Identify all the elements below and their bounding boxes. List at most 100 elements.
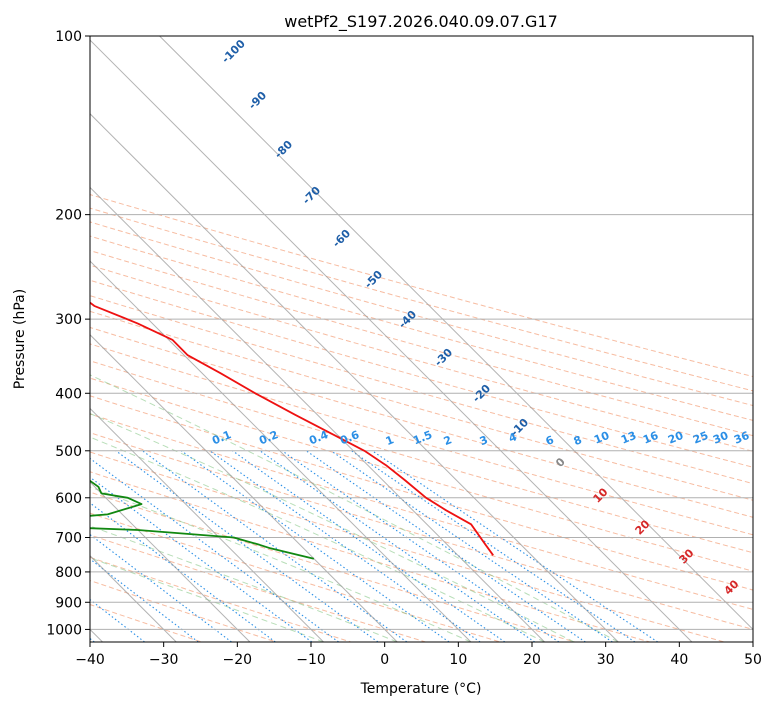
dry-adiabat-label: -80 xyxy=(272,138,295,161)
background-lines xyxy=(90,194,753,642)
isotherm xyxy=(90,39,693,642)
dry-adiabat-label: 30 xyxy=(677,546,697,566)
dry-adiabat xyxy=(90,326,753,518)
mixing-ratio-label: 25 xyxy=(691,429,710,447)
dry-adiabat xyxy=(90,250,753,437)
mixing-ratio-line xyxy=(181,450,450,642)
dry-adiabat xyxy=(90,207,753,392)
x-tick-label: 0 xyxy=(380,652,389,668)
y-tick-label: 400 xyxy=(55,386,82,402)
isotherm xyxy=(90,113,619,642)
y-tick-label: 900 xyxy=(55,595,82,611)
mixing-ratio-line xyxy=(209,450,481,642)
mixing-ratio-line xyxy=(90,457,339,642)
dewpoint-profile xyxy=(90,479,315,560)
dry-adiabat xyxy=(90,279,753,468)
mixing-ratio-label: 13 xyxy=(619,429,638,447)
dry-adiabat-label: 0 xyxy=(553,455,568,470)
mixing-ratio-label: 16 xyxy=(641,429,660,447)
moist-adiabat xyxy=(90,486,472,642)
isotherm xyxy=(159,36,753,631)
dry-adiabat xyxy=(90,491,576,642)
moist-adiabat xyxy=(90,557,324,642)
isotherm xyxy=(90,407,324,642)
dry-adiabat xyxy=(90,310,753,501)
x-axis: −40 −30 −20 −10 0 10 20 30 40 50 xyxy=(75,642,762,668)
moist-adiabat xyxy=(90,413,575,642)
dry-adiabat xyxy=(90,235,753,421)
dry-adiabat xyxy=(90,377,753,572)
mixing-ratio-line xyxy=(90,476,313,642)
dry-adiabat-label: 20 xyxy=(633,517,653,537)
mixing-ratio-label: 0.1 xyxy=(210,428,233,447)
y-tick-label: 300 xyxy=(55,312,82,328)
mixing-ratio-line xyxy=(281,450,560,642)
mixing-ratio-label: 1.5 xyxy=(411,428,434,447)
mixing-ratio-label: 10 xyxy=(592,429,611,447)
dry-adiabat-label: 10 xyxy=(591,485,611,505)
dry-adiabat xyxy=(90,451,725,642)
dry-adiabat xyxy=(90,534,426,642)
grid xyxy=(90,36,753,642)
x-tick-label: −10 xyxy=(296,652,326,668)
mixing-ratio-label: 36 xyxy=(732,429,751,447)
y-tick-label: 200 xyxy=(55,208,82,224)
y-tick-label: 700 xyxy=(55,531,82,547)
x-axis-label: Temperature (°C) xyxy=(360,681,482,697)
x-tick-label: −20 xyxy=(223,652,253,668)
dry-adiabat xyxy=(90,579,277,642)
y-tick-label: 1000 xyxy=(46,622,82,638)
dry-adiabat-label: -90 xyxy=(246,89,269,112)
y-axis: 100 200 300 400 500 600 700 800 900 1000 xyxy=(46,29,90,638)
dry-adiabat xyxy=(90,295,753,485)
moist-adiabat xyxy=(90,374,619,642)
dry-adiabat xyxy=(90,471,650,642)
x-tick-label: 50 xyxy=(744,652,762,668)
mixing-ratio-label: 8 xyxy=(572,433,584,448)
mixing-ratio-line xyxy=(371,450,659,642)
mixing-ratio-label: 6 xyxy=(544,433,556,448)
mixing-ratio-line xyxy=(90,558,199,642)
mixing-ratio-line xyxy=(115,450,379,642)
isotherm xyxy=(90,481,251,642)
x-tick-label: 10 xyxy=(449,652,467,668)
dry-adiabat-label: -20 xyxy=(470,382,493,405)
isotherm xyxy=(90,260,472,642)
dry-adiabat xyxy=(90,395,753,591)
mixing-ratio-label: 3 xyxy=(478,433,490,448)
dry-adiabat xyxy=(90,556,351,642)
dry-adiabat xyxy=(90,413,753,610)
dry-adiabat-label: 40 xyxy=(722,577,742,597)
y-tick-label: 500 xyxy=(55,444,82,460)
x-tick-label: 40 xyxy=(670,652,688,668)
y-tick-label: 800 xyxy=(55,565,82,581)
temperature-profile xyxy=(90,301,494,556)
mixing-ratio-line xyxy=(305,450,586,642)
dry-adiabat xyxy=(90,194,753,378)
dry-adiabat-label: -100 xyxy=(219,37,248,66)
mixing-ratio-label: 30 xyxy=(711,429,730,447)
y-axis-label: Pressure (hPa) xyxy=(12,289,28,389)
moist-adiabat xyxy=(90,525,398,642)
x-tick-label: 30 xyxy=(597,652,615,668)
dry-adiabat xyxy=(90,221,753,407)
x-tick-label: −40 xyxy=(75,652,105,668)
dry-adiabat-label: -70 xyxy=(300,184,323,207)
dry-adiabat-label: -60 xyxy=(330,227,353,250)
mixing-ratio-label: 2 xyxy=(442,433,454,448)
dry-adiabat xyxy=(90,432,753,630)
dry-adiabat xyxy=(90,360,753,554)
x-tick-label: −30 xyxy=(149,652,179,668)
mixing-ratio-line xyxy=(330,450,613,642)
profiles xyxy=(90,301,494,560)
isotherm xyxy=(90,186,545,642)
y-tick-label: 600 xyxy=(55,491,82,507)
mixing-ratio-label: 20 xyxy=(666,429,685,447)
x-tick-label: 20 xyxy=(523,652,541,668)
mixing-ratio-line xyxy=(351,450,636,642)
dry-adiabat xyxy=(90,264,753,452)
dry-adiabat xyxy=(90,343,753,536)
isotherm xyxy=(90,334,398,642)
mixing-ratio-label: 1 xyxy=(384,433,396,448)
mixing-ratio-label: 0.6 xyxy=(338,428,361,447)
